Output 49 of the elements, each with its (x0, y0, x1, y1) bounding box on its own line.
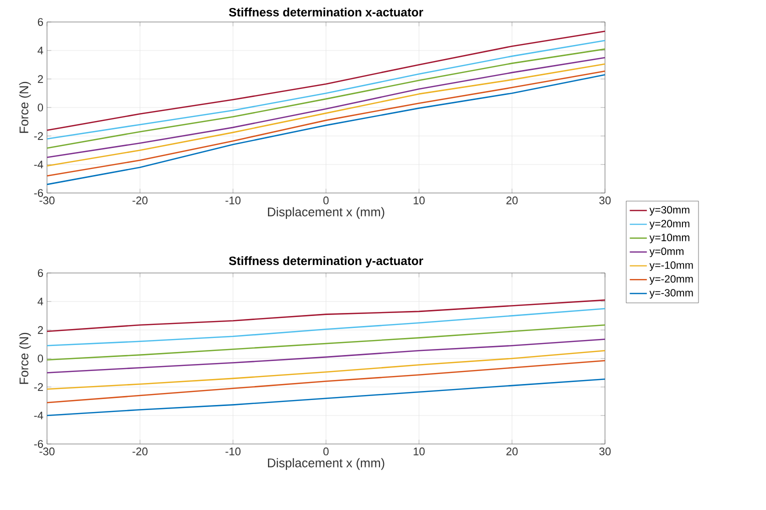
x-tick-label: 20 (506, 448, 518, 456)
y-tick-label: -2 (34, 132, 43, 140)
x-tick-label: -10 (226, 448, 241, 456)
legend-label: y=-30mm (649, 289, 693, 299)
x-tick-label: 30 (599, 196, 611, 204)
y-tick-label: -4 (34, 412, 44, 420)
chart-title: Stiffness determination x-actuator (229, 8, 424, 16)
y-tick-label: 6 (38, 18, 43, 26)
y-tick-label: 6 (38, 269, 43, 277)
legend-label: y=10mm (649, 234, 690, 244)
y-axis-title: Force (N) (19, 82, 31, 133)
x-tick-label: -30 (40, 448, 55, 456)
y-tick-label: 0 (38, 104, 44, 112)
line-series (46, 299, 606, 332)
y-tick-label: 2 (38, 75, 43, 83)
chart-title: Stiffness determination y-actuator (229, 256, 424, 268)
x-tick-label: -20 (132, 196, 148, 204)
x-tick-label: -30 (40, 196, 55, 204)
x-axis-title: Displacement x (mm) (268, 458, 384, 470)
x-tick-label: 0 (323, 196, 329, 204)
line-series (46, 338, 606, 374)
line-series (46, 40, 606, 140)
legend-label: y=-10mm (649, 261, 693, 271)
y-tick-label: 0 (38, 354, 44, 362)
y-tick-label: -4 (34, 160, 44, 168)
y-axis-title: Force (N) (19, 332, 31, 384)
x-tick-label: 10 (414, 448, 425, 456)
y-tick-label: 2 (38, 326, 43, 334)
line-series (46, 350, 606, 390)
y-tick-label: 4 (38, 46, 44, 54)
legend-label: y=20mm (649, 220, 690, 230)
x-tick-label: 20 (506, 196, 518, 204)
y-tick-label: -6 (34, 440, 43, 448)
x-tick-label: 0 (323, 448, 329, 456)
line-series (46, 378, 606, 416)
y-tick-label: -2 (34, 383, 43, 391)
x-tick-label: 30 (599, 448, 611, 456)
line-series (46, 30, 606, 131)
x-tick-label: 10 (414, 196, 425, 204)
line-series (46, 360, 606, 404)
x-tick-label: -20 (132, 448, 148, 456)
legend-label: y=-20mm (649, 275, 693, 285)
y-tick-label: 4 (38, 298, 44, 306)
legend-label: y=30mm (649, 206, 690, 216)
x-axis-title: Displacement x (mm) (268, 207, 384, 219)
x-tick-label: -10 (226, 196, 241, 204)
legend-label: y=0mm (649, 248, 684, 258)
line-series (46, 48, 606, 149)
y-tick-label: -6 (34, 189, 43, 197)
